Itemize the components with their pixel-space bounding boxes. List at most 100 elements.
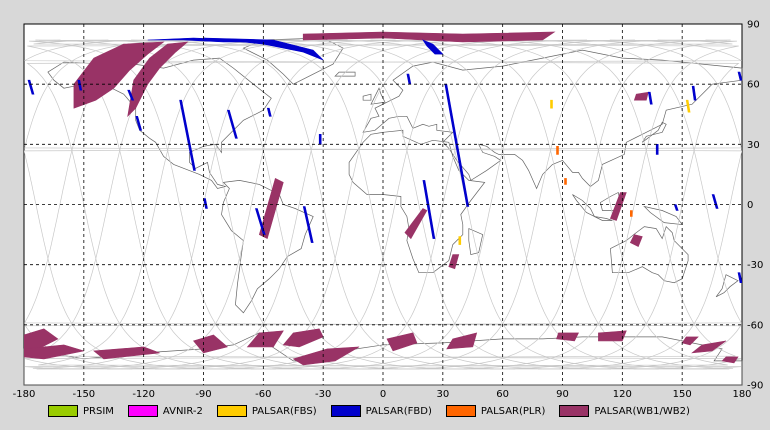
swath-palsar-fbd <box>77 79 83 91</box>
legend-item-palsar-fbd: PALSAR(FBD) <box>330 405 432 417</box>
orbit-track <box>38 39 737 370</box>
swath-palsar-wb1-wb2 <box>681 336 699 346</box>
swath-palsar-fbd <box>318 134 322 145</box>
orbit-track <box>59 39 444 370</box>
orbit-track <box>24 39 742 370</box>
land-outline <box>362 93 372 101</box>
swath-palsar-wb1-wb2 <box>127 41 189 118</box>
legend: PRSIM AVNIR-2 PALSAR(FBS) PALSAR(FBD) PA… <box>48 403 704 419</box>
swath-palsar-wb1-wb2 <box>24 328 59 350</box>
swath-palsar-fbd <box>647 91 653 105</box>
tick-labels: -180 -150 -120 -90 -60 -30 0 30 60 90 120 150 180 90 6… <box>13 20 764 401</box>
x-tick-label: -150 <box>72 389 95 400</box>
swath-palsar-wb1-wb2 <box>24 344 84 360</box>
legend-label-palsar-fbs: PALSAR(FBS) <box>251 405 317 417</box>
y-tick-label: 30 <box>747 140 760 151</box>
legend-item-palsar-wb: PALSAR(WB1/WB2) <box>559 405 690 417</box>
swath-palsar-wb1-wb2 <box>556 332 579 342</box>
land-outline <box>362 49 743 190</box>
swath-palsar-wb1-wb2 <box>691 340 727 354</box>
swath-palsar-plr <box>556 146 559 155</box>
orbit-track <box>24 39 728 370</box>
y-tick-label: 0 <box>747 200 753 211</box>
legend-item-prsim: PRSIM <box>48 405 114 417</box>
swath-palsar-wb1-wb2 <box>404 208 428 240</box>
land-outline <box>468 228 484 256</box>
legend-item-palsar-fbs: PALSAR(FBS) <box>216 405 317 417</box>
y-tick-label: -90 <box>747 381 763 392</box>
grid-lines <box>24 24 742 385</box>
legend-swatch-palsar-wb <box>559 405 590 417</box>
swath-palsar-wb1-wb2 <box>246 330 284 348</box>
swath-palsar-fbs <box>458 236 462 245</box>
orbit-track <box>226 39 612 370</box>
swath-palsar-fbd <box>737 272 742 284</box>
swath-palsar-wb1-wb2 <box>633 91 649 101</box>
legend-item-avnir2: AVNIR-2 <box>127 405 203 417</box>
swath-palsar-wb1-wb2 <box>386 332 418 352</box>
swath-palsar-wb1-wb2 <box>446 332 478 350</box>
orbit-track <box>35 39 420 370</box>
legend-swatch-palsar-plr <box>445 405 476 417</box>
orbit-track <box>38 39 742 370</box>
orbit-track <box>322 39 707 370</box>
swath-palsar-wb1-wb2 <box>292 346 360 366</box>
swath-palsar-fbs <box>550 99 553 109</box>
swath-palsar-fbs <box>685 99 691 113</box>
swath-palsar-fbd <box>655 144 659 155</box>
swath-palsar-wb1-wb2 <box>629 234 643 248</box>
swath-palsar-wb1-wb2 <box>598 330 627 342</box>
land-outline <box>348 129 486 274</box>
x-tick-label: 120 <box>613 389 632 400</box>
legend-label-avnir2: AVNIR-2 <box>162 405 203 417</box>
swath-palsar-wb1-wb2 <box>192 334 229 354</box>
land-outline <box>594 216 613 221</box>
swath-layer <box>24 31 742 366</box>
x-tick-label: -30 <box>315 389 331 400</box>
land-outline <box>642 121 667 143</box>
x-tick-label: -60 <box>255 389 271 400</box>
legend-item-palsar-plr: PALSAR(PLR) <box>445 405 545 417</box>
land-outline <box>610 225 689 284</box>
x-tick-label: -180 <box>13 389 36 400</box>
swath-palsar-fbd <box>673 204 679 211</box>
swath-palsar-fbd <box>266 107 272 117</box>
orbit-track <box>24 39 742 370</box>
land-outline <box>715 274 739 298</box>
swath-palsar-fbd <box>737 71 742 81</box>
orbit-track <box>107 39 492 370</box>
orbit-track <box>346 39 731 370</box>
x-tick-label: 0 <box>380 389 386 400</box>
y-tick-label: 90 <box>747 20 760 31</box>
swath-palsar-wb1-wb2 <box>93 346 160 360</box>
swath-palsar-wb1-wb2 <box>282 328 324 348</box>
x-tick-label: -120 <box>132 389 155 400</box>
swath-palsar-wb1-wb2 <box>302 31 556 43</box>
land-outline <box>334 71 356 77</box>
x-tick-label: 150 <box>673 389 692 400</box>
swath-palsar-fbd <box>711 194 719 209</box>
orbit-track <box>202 39 588 370</box>
x-tick-label: 180 <box>732 389 751 400</box>
swath-palsar-wb1-wb2 <box>73 41 165 109</box>
legend-swatch-avnir2 <box>127 405 158 417</box>
swath-palsar-fbd <box>254 208 266 235</box>
x-tick-label: 60 <box>496 389 509 400</box>
legend-label-prsim: PRSIM <box>83 405 114 417</box>
legend-label-palsar-wb: PALSAR(WB1/WB2) <box>594 405 690 417</box>
y-tick-label: -30 <box>747 260 763 271</box>
legend-swatch-palsar-fbs <box>216 405 247 417</box>
swath-palsar-plr <box>629 210 633 217</box>
swath-palsar-fbd <box>179 99 196 171</box>
swath-palsar-wb1-wb2 <box>448 254 460 270</box>
swath-palsar-fbd <box>127 89 135 101</box>
x-tick-label: 90 <box>556 389 569 400</box>
swath-palsar-fbd <box>27 79 35 95</box>
swath-palsar-fbd <box>302 206 314 243</box>
orbit-track <box>33 39 739 370</box>
swath-palsar-fbd <box>691 85 697 101</box>
x-tick-label: 30 <box>436 389 449 400</box>
orbit-track <box>178 39 564 370</box>
land-outline <box>370 87 386 105</box>
swath-palsar-fbd <box>422 39 444 55</box>
